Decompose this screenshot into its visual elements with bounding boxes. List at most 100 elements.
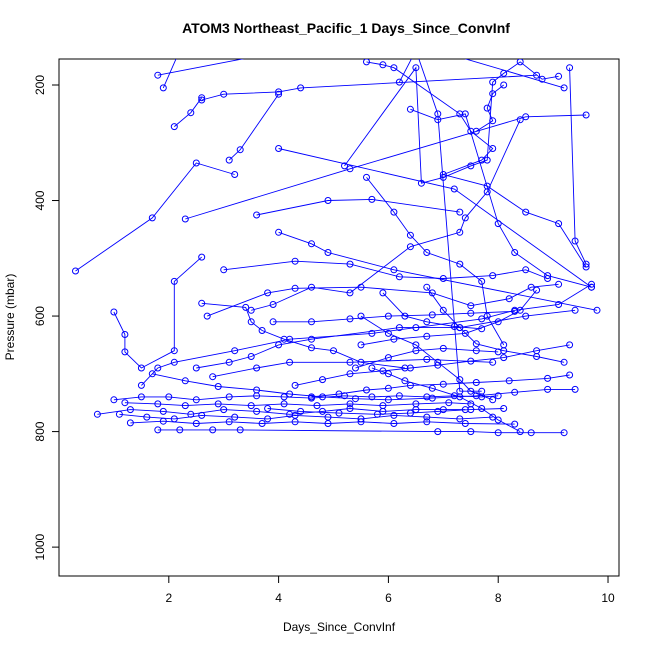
- data-point: [384, 396, 392, 404]
- data-point: [450, 323, 458, 330]
- data-point: [324, 197, 332, 204]
- data-point: [412, 347, 420, 355]
- data-point: [390, 266, 398, 274]
- data-point: [286, 335, 294, 343]
- data-point: [483, 104, 491, 112]
- data-point: [406, 409, 414, 417]
- series: [209, 355, 497, 381]
- data-point: [231, 413, 239, 421]
- series-line: [476, 84, 504, 132]
- data-point: [439, 306, 447, 314]
- series-line: [223, 260, 548, 279]
- data-point: [368, 364, 376, 372]
- data-point: [324, 420, 332, 427]
- data-point: [126, 406, 134, 414]
- series-line: [174, 97, 203, 127]
- data-point: [527, 429, 535, 437]
- series-line: [130, 420, 515, 425]
- data-point: [214, 400, 222, 408]
- data-point: [363, 386, 370, 394]
- y-axis-label: Pressure (mbar): [3, 274, 17, 361]
- series-line: [75, 162, 235, 272]
- data-point: [467, 302, 475, 310]
- data-point: [159, 84, 167, 92]
- data-point: [406, 243, 414, 251]
- data-point: [544, 374, 552, 382]
- data-point: [181, 215, 189, 223]
- series: [203, 280, 563, 320]
- data-point: [346, 260, 354, 268]
- series-line: [228, 93, 279, 161]
- data-point: [308, 318, 315, 326]
- data-point: [390, 208, 398, 216]
- series-line: [212, 358, 493, 378]
- data-point: [154, 71, 162, 79]
- data-point: [461, 420, 469, 427]
- data-point: [159, 417, 167, 425]
- data-point: [423, 318, 431, 326]
- data-point: [384, 384, 392, 392]
- data-point: [170, 277, 178, 285]
- data-point: [450, 185, 458, 193]
- data-point: [214, 383, 222, 390]
- x-tick-label: 2: [165, 591, 172, 605]
- data-point: [478, 315, 486, 323]
- series: [291, 341, 574, 389]
- data-point: [555, 220, 563, 228]
- data-point: [582, 260, 590, 268]
- data-point: [143, 413, 151, 421]
- series: [225, 90, 283, 164]
- data-point: [489, 358, 497, 366]
- data-point: [560, 84, 568, 92]
- data-point: [379, 289, 387, 297]
- y-tick-label: 600: [33, 306, 47, 326]
- data-point: [423, 332, 431, 340]
- data-point: [286, 358, 294, 366]
- data-point: [225, 418, 233, 426]
- data-point: [472, 340, 480, 348]
- series: [154, 426, 568, 437]
- data-point: [236, 426, 244, 434]
- data-point: [494, 318, 502, 326]
- data-point: [395, 273, 403, 281]
- data-point: [93, 410, 101, 418]
- data-point: [187, 410, 195, 418]
- data-point: [505, 377, 513, 385]
- data-point: [472, 379, 480, 386]
- data-point: [297, 84, 305, 92]
- data-point: [560, 429, 568, 437]
- series-line: [311, 374, 570, 398]
- data-point: [522, 208, 530, 216]
- data-point: [209, 373, 217, 381]
- data-point: [286, 390, 294, 398]
- data-point: [148, 370, 156, 378]
- data-point: [154, 400, 162, 408]
- data-point: [275, 90, 283, 98]
- data-point: [461, 214, 469, 222]
- data-point: [346, 400, 354, 408]
- data-point: [390, 411, 398, 419]
- data-point: [352, 395, 359, 403]
- data-point: [555, 301, 563, 308]
- data-point: [258, 420, 266, 427]
- data-point: [494, 416, 502, 424]
- data-point: [357, 312, 365, 320]
- series-line: [278, 148, 592, 288]
- series: [220, 257, 552, 282]
- data-point: [555, 280, 563, 288]
- data-point: [461, 329, 469, 337]
- data-point: [357, 283, 365, 291]
- data-point: [137, 393, 145, 401]
- data-point: [439, 344, 447, 352]
- data-point: [395, 324, 403, 332]
- data-point: [428, 311, 436, 319]
- x-tick-label: 10: [601, 591, 615, 605]
- data-point: [346, 358, 354, 366]
- data-point: [384, 329, 392, 337]
- data-point: [406, 381, 414, 389]
- x-axis-label: Days_Since_ConvInf: [283, 620, 396, 634]
- data-point: [478, 325, 486, 333]
- data-point: [412, 324, 420, 332]
- data-point: [242, 303, 250, 311]
- data-point: [384, 354, 392, 362]
